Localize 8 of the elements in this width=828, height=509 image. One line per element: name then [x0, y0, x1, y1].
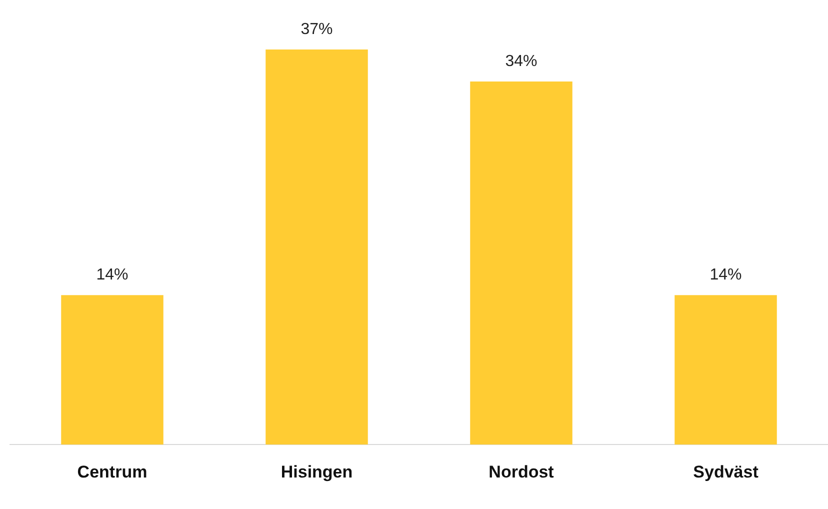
- data-label: 37%: [300, 20, 333, 38]
- data-label: 34%: [505, 52, 538, 70]
- data-label: 14%: [710, 266, 742, 284]
- x-tick-label: Centrum: [77, 462, 148, 482]
- x-tick-label: Nordost: [488, 462, 554, 482]
- data-label: 14%: [96, 266, 128, 284]
- x-tick-label: Hisingen: [280, 462, 353, 482]
- x-tick-label: Sydväst: [693, 462, 759, 482]
